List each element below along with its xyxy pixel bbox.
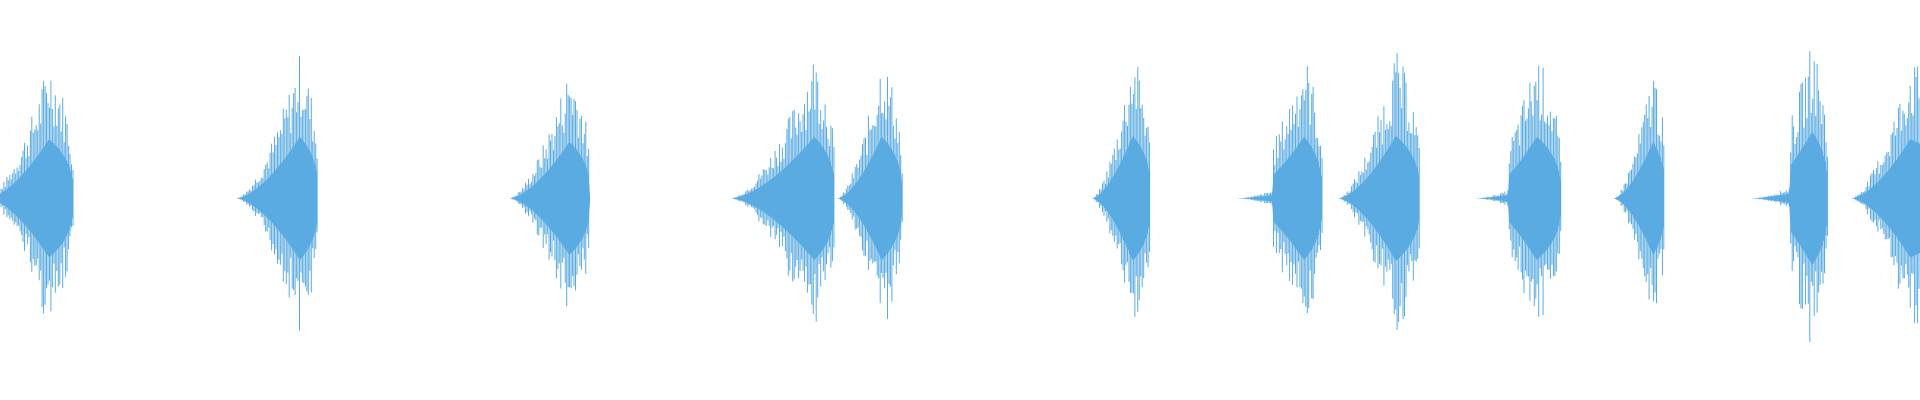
wave-core bbox=[1092, 136, 1150, 261]
wave-burst bbox=[236, 55, 318, 331]
wave-burst bbox=[1236, 66, 1323, 314]
wave-burst bbox=[0, 80, 74, 314]
wave-core bbox=[1751, 132, 1828, 265]
wave-burst bbox=[1092, 66, 1151, 317]
wave-burst bbox=[1613, 80, 1665, 304]
wave-core bbox=[509, 142, 591, 255]
wave-core bbox=[1236, 136, 1322, 260]
wave-burst bbox=[509, 83, 591, 307]
wave-core bbox=[1851, 139, 1920, 258]
wave-core bbox=[1338, 136, 1420, 261]
wave-core bbox=[837, 136, 903, 261]
wave-burst bbox=[1338, 53, 1420, 330]
wave-burst bbox=[1751, 51, 1828, 343]
wave-burst bbox=[731, 64, 835, 322]
wave-burst bbox=[837, 76, 903, 319]
wave-core bbox=[731, 137, 834, 260]
wave-core bbox=[236, 137, 318, 260]
wave-core bbox=[1613, 142, 1664, 255]
wave-core bbox=[1475, 137, 1561, 260]
wave-core bbox=[0, 139, 73, 258]
wave-burst bbox=[1475, 65, 1562, 317]
wave-burst bbox=[1851, 66, 1920, 324]
